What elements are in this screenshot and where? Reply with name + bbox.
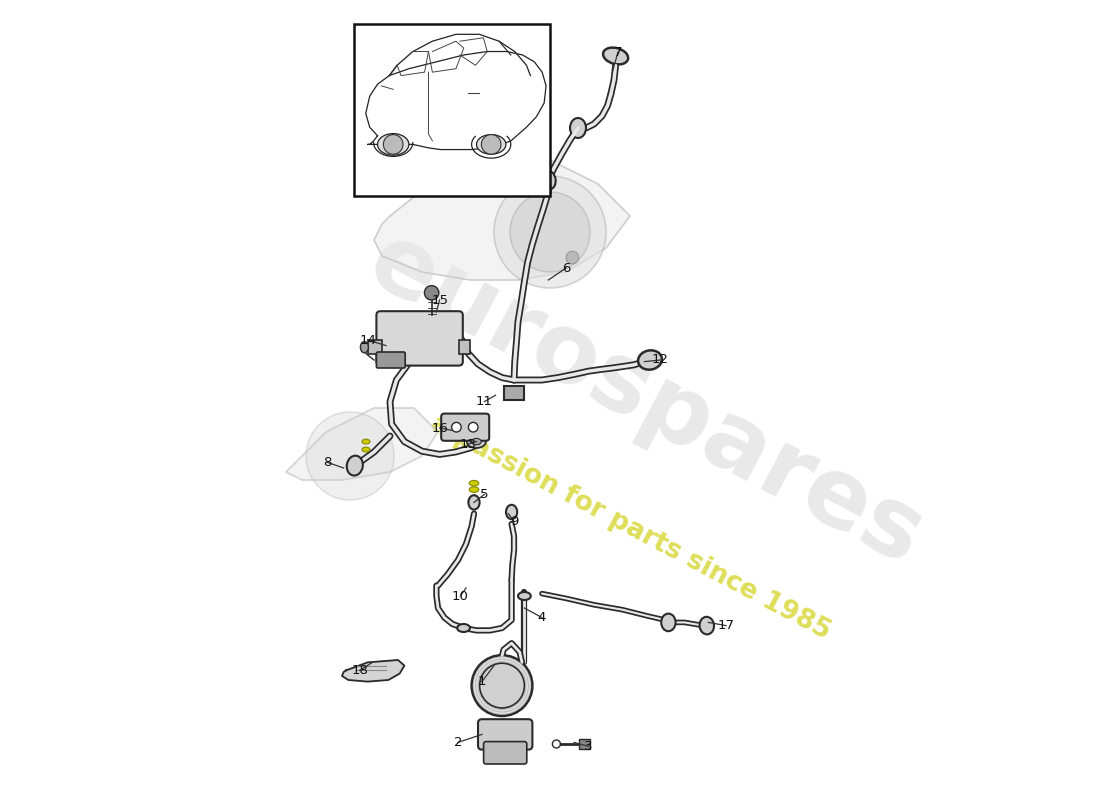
Text: 15: 15 <box>431 294 448 306</box>
Text: 17: 17 <box>717 619 735 632</box>
Text: 14: 14 <box>360 334 376 346</box>
Text: 2: 2 <box>453 736 462 749</box>
FancyBboxPatch shape <box>376 352 405 368</box>
Ellipse shape <box>470 480 478 486</box>
Ellipse shape <box>362 447 370 452</box>
Ellipse shape <box>470 486 478 492</box>
Text: eurospares: eurospares <box>353 214 939 586</box>
Ellipse shape <box>346 456 363 475</box>
Bar <box>354 24 550 196</box>
Text: 11: 11 <box>476 395 493 408</box>
Text: 4: 4 <box>538 611 547 624</box>
Ellipse shape <box>700 617 714 634</box>
Ellipse shape <box>472 438 481 445</box>
Text: 1: 1 <box>477 675 486 688</box>
Bar <box>367 340 382 354</box>
Ellipse shape <box>452 422 461 432</box>
Text: 8: 8 <box>323 456 332 469</box>
Circle shape <box>384 134 403 154</box>
Text: 7: 7 <box>614 46 623 58</box>
Polygon shape <box>342 660 405 682</box>
Ellipse shape <box>552 740 560 748</box>
Text: 10: 10 <box>452 590 469 602</box>
Ellipse shape <box>661 614 675 631</box>
Circle shape <box>482 134 500 154</box>
Bar <box>459 340 470 354</box>
Ellipse shape <box>377 134 409 155</box>
Text: 16: 16 <box>431 422 448 434</box>
Circle shape <box>510 192 590 272</box>
Polygon shape <box>286 408 438 480</box>
Text: 6: 6 <box>562 262 570 274</box>
Ellipse shape <box>458 624 470 632</box>
Circle shape <box>472 655 532 716</box>
Text: 9: 9 <box>509 515 518 528</box>
Bar <box>579 739 590 749</box>
Ellipse shape <box>362 439 370 444</box>
Circle shape <box>566 251 579 264</box>
Circle shape <box>494 176 606 288</box>
Text: 5: 5 <box>480 488 488 501</box>
Text: 18: 18 <box>351 664 369 677</box>
Text: 12: 12 <box>652 354 669 366</box>
FancyBboxPatch shape <box>441 414 490 441</box>
Ellipse shape <box>638 350 662 370</box>
Circle shape <box>480 663 525 708</box>
Ellipse shape <box>469 495 480 510</box>
Polygon shape <box>374 160 630 280</box>
Circle shape <box>425 286 439 300</box>
Ellipse shape <box>603 47 628 65</box>
Ellipse shape <box>506 505 517 519</box>
Text: a passion for parts since 1985: a passion for parts since 1985 <box>426 411 835 645</box>
Ellipse shape <box>570 118 586 138</box>
Ellipse shape <box>476 134 506 154</box>
Ellipse shape <box>469 422 478 432</box>
Bar <box>505 386 524 400</box>
Ellipse shape <box>541 170 556 190</box>
Ellipse shape <box>466 435 486 448</box>
Circle shape <box>306 412 394 500</box>
Text: 3: 3 <box>584 740 593 753</box>
FancyBboxPatch shape <box>376 311 463 366</box>
FancyBboxPatch shape <box>484 742 527 764</box>
Ellipse shape <box>518 592 531 600</box>
Text: 13: 13 <box>460 438 477 450</box>
Ellipse shape <box>361 342 368 353</box>
FancyBboxPatch shape <box>478 719 532 750</box>
